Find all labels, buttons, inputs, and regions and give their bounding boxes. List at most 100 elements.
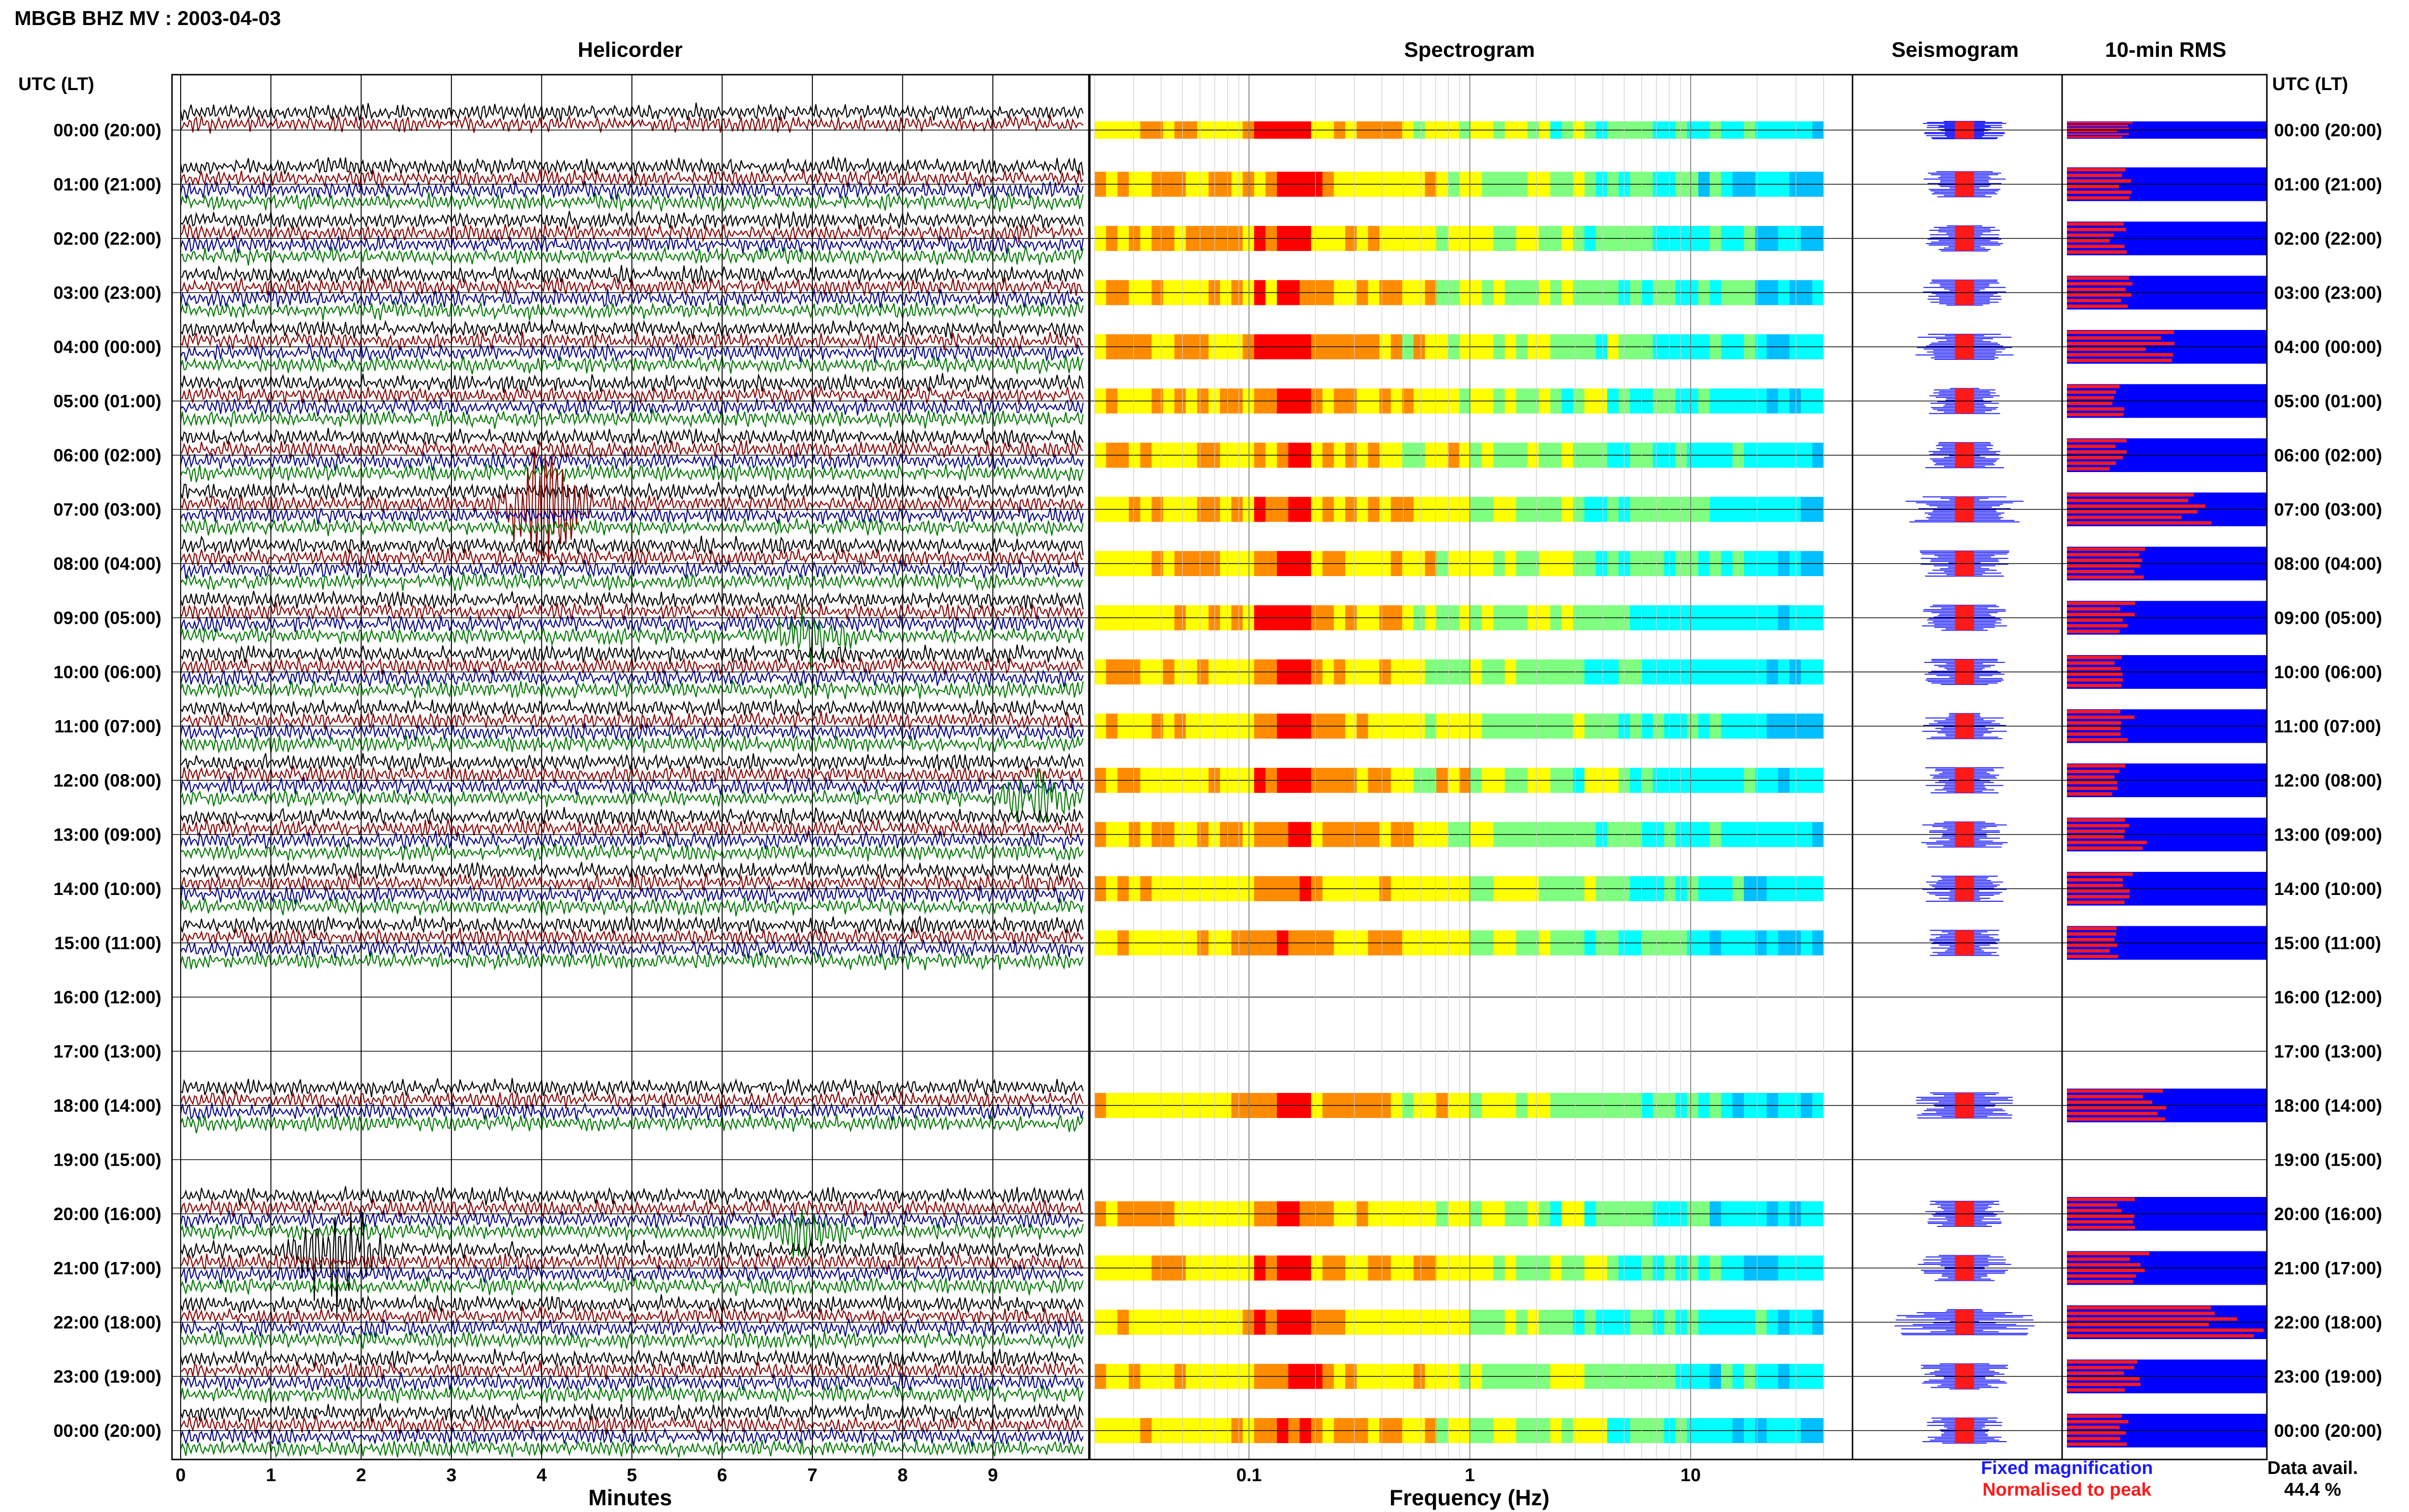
rms-normalised-bar	[2067, 1377, 2140, 1381]
rms-normalised-bar	[2067, 396, 2115, 400]
minute-tick-label: 7	[807, 1465, 818, 1486]
rms-normalised-bar	[2067, 510, 2198, 513]
rms-normalised-bar	[2067, 330, 2174, 334]
hour-label-left: 02:00 (22:00)	[53, 229, 161, 249]
rms-normalised-bar	[2067, 661, 2115, 665]
legend-normalised: Normalised to peak	[1983, 1480, 2152, 1500]
hour-label-right: 03:00 (23:00)	[2274, 283, 2382, 303]
rms-normalised-bar	[2067, 493, 2194, 497]
rms-normalised-bar	[2067, 499, 2188, 502]
rms-normalised-bar	[2067, 461, 2117, 465]
rms-normalised-bar	[2067, 943, 2118, 947]
helicorder-xlabel: Minutes	[588, 1485, 672, 1510]
hour-label-right: 15:00 (11:00)	[2274, 933, 2381, 953]
hour-label-left: 08:00 (04:00)	[53, 554, 161, 574]
hour-label-right: 12:00 (08:00)	[2274, 771, 2382, 790]
rms-normalised-bar	[2067, 678, 2123, 682]
hour-label-left: 00:00 (20:00)	[53, 1421, 161, 1441]
rms-normalised-bar	[2067, 770, 2120, 774]
minute-tick-label: 9	[988, 1465, 998, 1486]
rms-normalised-bar	[2067, 721, 2121, 725]
hour-label-right: 11:00 (07:00)	[2274, 717, 2381, 736]
rms-normalised-bar	[2067, 439, 2127, 443]
rms-normalised-bar	[2067, 1106, 2167, 1110]
rms-normalised-bar	[2067, 124, 2128, 127]
rms-normalised-bar	[2067, 1323, 2209, 1327]
rms-normalised-bar	[2067, 445, 2116, 448]
hour-label-left: 05:00 (01:00)	[53, 392, 161, 411]
heli-frame	[171, 74, 1090, 1460]
rms-normalised-bar	[2067, 1442, 2127, 1446]
hour-label-left: 16:00 (12:00)	[53, 987, 161, 1007]
hour-label-left: 19:00 (15:00)	[53, 1150, 161, 1170]
utc-header-left: UTC (LT)	[18, 74, 94, 94]
rms-normalised-bar	[2067, 288, 2126, 291]
rms-normalised-bar	[2067, 384, 2120, 388]
rms-title: 10-min RMS	[2105, 38, 2226, 62]
minute-tick-label: 5	[627, 1465, 637, 1486]
rms-normalised-bar	[2067, 624, 2128, 628]
rms-normalised-bar	[2067, 407, 2124, 411]
rms-normalised-bar	[2067, 239, 2110, 243]
frequency-tick-label: 10	[1681, 1465, 1701, 1486]
rms-normalised-bar	[2067, 835, 2124, 839]
rms-normalised-bar	[2067, 222, 2124, 226]
rms-normalised-bar	[2067, 900, 2125, 904]
rms-normalised-bar	[2067, 1263, 2141, 1267]
hour-label-left: 07:00 (03:00)	[53, 500, 161, 520]
hour-label-right: 00:00 (20:00)	[2274, 120, 2382, 140]
rms-normalised-bar	[2067, 656, 2122, 659]
hour-label-right: 13:00 (09:00)	[2274, 825, 2382, 845]
rms-normalised-bar	[2067, 1268, 2145, 1272]
rms-normalised-bar	[2067, 715, 2135, 719]
hour-label-right: 23:00 (19:00)	[2274, 1367, 2382, 1387]
rms-normalised-bar	[2067, 1388, 2125, 1392]
rms-normalised-bar	[2067, 726, 2121, 730]
rms-normalised-bar	[2067, 575, 2144, 579]
rms-normalised-bar	[2067, 684, 2122, 687]
rms-normalised-bar	[2067, 938, 2115, 942]
rms-normalised-bar	[2067, 1112, 2158, 1116]
rms-normalised-bar	[2067, 1306, 2211, 1310]
rms-normalised-bar	[2067, 245, 2125, 249]
rms-normalised-bar	[2067, 515, 2182, 519]
hour-label-right: 08:00 (04:00)	[2274, 554, 2382, 574]
hour-label-right: 02:00 (22:00)	[2274, 229, 2382, 249]
rms-normalised-bar	[2067, 1437, 2120, 1441]
rms-normalised-bar	[2067, 127, 2129, 130]
frequency-tick-label: 0.1	[1236, 1465, 1262, 1486]
rms-normalised-bar	[2067, 878, 2123, 882]
hour-label-left: 13:00 (09:00)	[53, 825, 161, 845]
rms-normalised-bar	[2067, 889, 2130, 893]
rms-normalised-bar	[2067, 250, 2127, 254]
hour-label-right: 20:00 (16:00)	[2274, 1204, 2382, 1224]
rms-normalised-bar	[2067, 738, 2128, 742]
rms-normalised-bar	[2067, 130, 2118, 132]
rms-normalised-bar	[2067, 276, 2129, 280]
rms-normalised-bar	[2067, 895, 2130, 899]
rms-normalised-bar	[2067, 353, 2173, 357]
axes: 0 1 2 3 4 5 6 7 8 9 0.1 1 10	[171, 74, 2268, 1486]
hour-label-left: 22:00 (18:00)	[53, 1313, 161, 1332]
rms-panel	[2067, 121, 2267, 1447]
rms-normalised-bar	[2067, 390, 2116, 394]
hour-label-right: 09:00 (05:00)	[2274, 608, 2382, 628]
rms-normalised-bar	[2067, 824, 2130, 828]
rms-normalised-bar	[2067, 1197, 2135, 1201]
rms-normalised-bar	[2067, 667, 2121, 671]
hour-label-left: 03:00 (23:00)	[53, 283, 161, 303]
rms-normalised-bar	[2067, 1382, 2141, 1386]
data-avail-value: 44.4 %	[2284, 1480, 2341, 1500]
figure-title: MBGB BHZ MV : 2003-04-03	[14, 7, 281, 29]
hour-labels: 00:00 (20:00) 00:00 (20:00) 01:00 (21:00) 0…	[53, 120, 2382, 1441]
rms-normalised-bar	[2067, 564, 2141, 568]
rms-normalised-bar	[2067, 1220, 2133, 1224]
rms-normalised-bar	[2067, 781, 2118, 785]
rms-normalised-bar	[2067, 233, 2114, 237]
rms-normalised-bar	[2067, 607, 2120, 611]
seismogram-title: Seismogram	[1892, 38, 2019, 62]
hour-label-right: 10:00 (06:00)	[2274, 662, 2382, 682]
hour-label-left: 21:00 (17:00)	[53, 1259, 161, 1278]
rms-normalised-bar	[2067, 1203, 2118, 1207]
